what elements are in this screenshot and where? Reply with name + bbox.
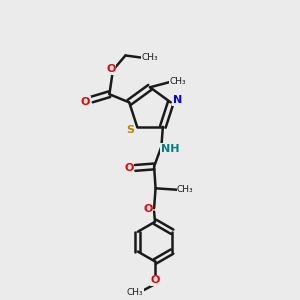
Text: CH₃: CH₃ xyxy=(169,77,186,86)
Text: CH₃: CH₃ xyxy=(142,53,158,62)
Text: CH₃: CH₃ xyxy=(127,288,143,297)
Text: O: O xyxy=(81,97,90,107)
Text: O: O xyxy=(143,204,152,214)
Text: O: O xyxy=(124,163,134,173)
Text: N: N xyxy=(172,95,182,105)
Text: O: O xyxy=(106,64,116,74)
Text: O: O xyxy=(150,275,160,285)
Text: CH₃: CH₃ xyxy=(177,185,194,194)
Text: NH: NH xyxy=(161,144,179,154)
Text: S: S xyxy=(126,125,134,135)
